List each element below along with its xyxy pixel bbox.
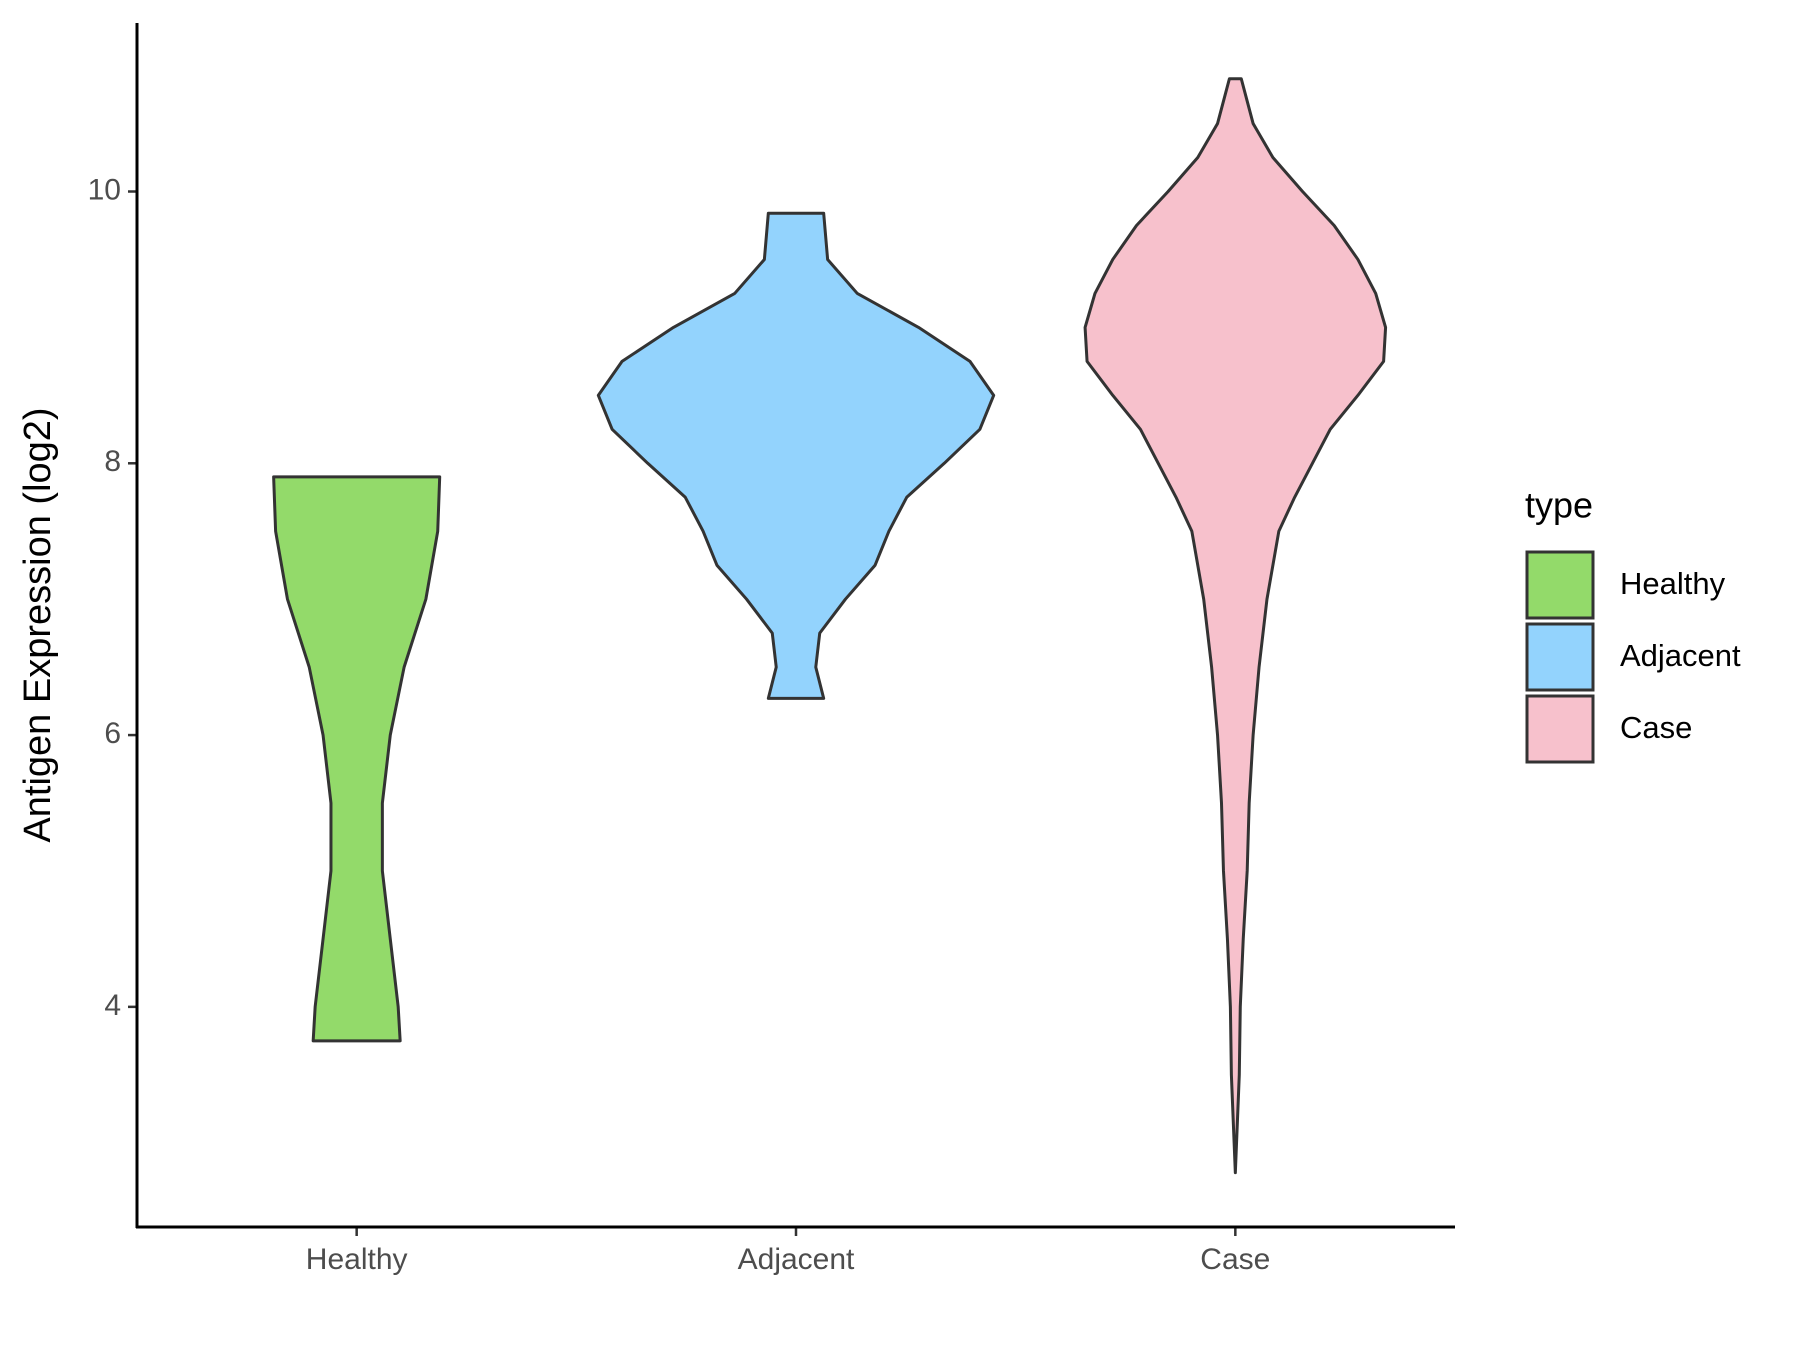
violin — [272, 475, 442, 1043]
x-tick-label: Adjacent — [738, 1243, 855, 1276]
legend-label: Healthy — [1620, 566, 1726, 601]
y-tick-label: 4 — [104, 989, 121, 1022]
y-tick-label: 6 — [104, 717, 121, 750]
x-tick-label: Case — [1200, 1243, 1270, 1276]
y-axis-label: Antigen Expression (log2) — [17, 407, 59, 842]
legend-title: type — [1525, 485, 1593, 526]
violin — [1083, 77, 1388, 1175]
violin — [596, 211, 996, 700]
y-tick-label: 8 — [104, 445, 121, 478]
legend-key — [1525, 622, 1595, 692]
legend-key — [1525, 694, 1595, 764]
legend-label: Case — [1620, 710, 1692, 745]
legend-key — [1525, 550, 1595, 620]
x-tick-label: Healthy — [306, 1243, 408, 1276]
legend-label: Adjacent — [1620, 638, 1741, 673]
y-tick-label: 10 — [88, 173, 121, 206]
